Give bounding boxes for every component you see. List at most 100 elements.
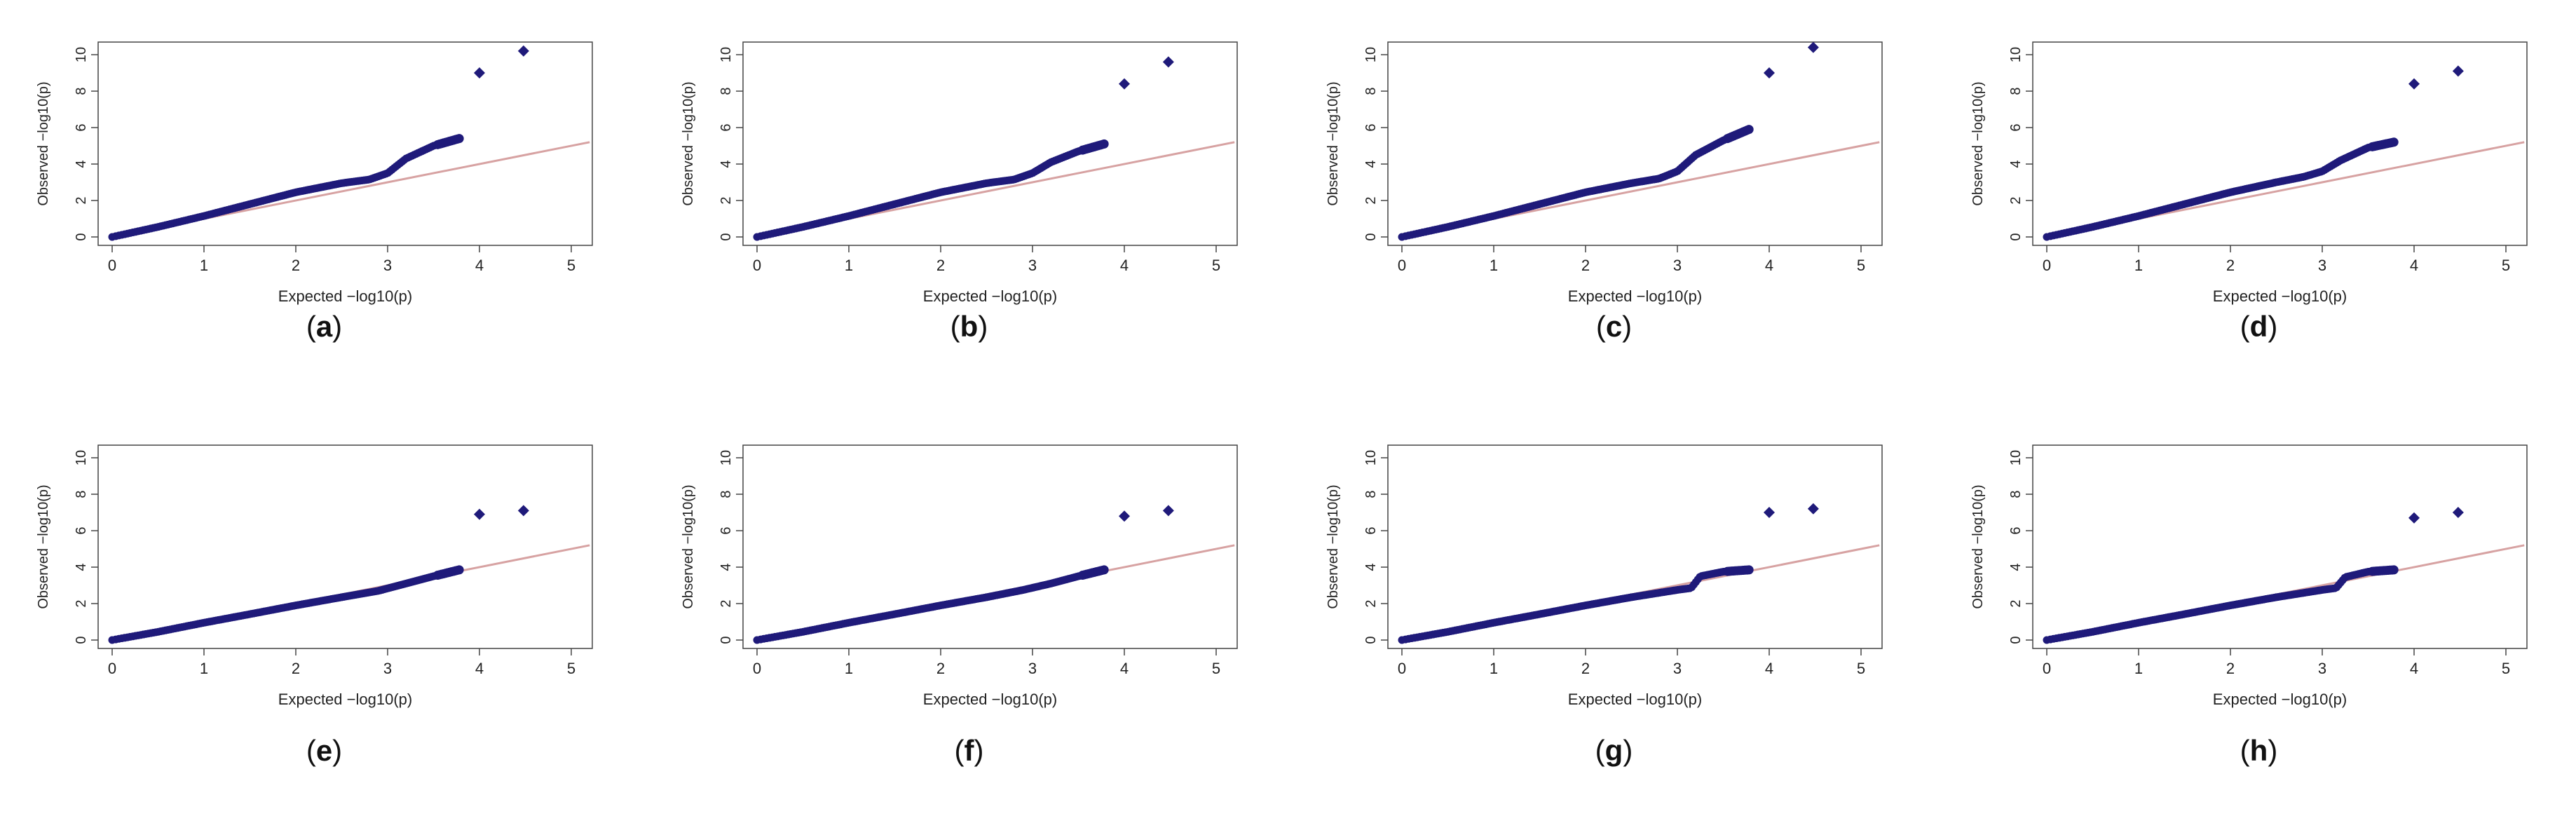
y-tick-label: 10 [718,450,734,465]
x-tick-label: 0 [108,257,116,274]
y-tick-label: 4 [1363,160,1379,168]
x-tick-label: 1 [2134,257,2143,274]
observed-point [1099,139,1109,149]
panel-label: (d) [2240,310,2278,343]
outlier-point [474,67,485,79]
x-tick-label: 0 [753,660,761,677]
x-tick-label: 3 [1673,660,1682,677]
y-axis-title: Observed −log10(p) [681,484,696,608]
y-tick-label: 4 [2008,160,2024,168]
y-tick-label: 2 [2008,599,2024,607]
qq-panel-c: 0 1 2 3 4 5 0 2 4 6 8 10 Expected −log10(p) Observed … [1326,41,1883,343]
y-tick-label: 2 [2008,196,2024,204]
y-tick-label: 2 [718,196,734,204]
y-tick-label: 4 [718,563,734,571]
outlier-point [1162,56,1174,68]
y-tick-label: 8 [1363,490,1379,498]
y-tick-label: 10 [2008,47,2024,62]
x-tick-label: 5 [567,257,575,274]
observed-points [1398,41,1819,241]
y-axis-title: Observed −log10(p) [1970,484,1986,608]
x-tick-label: 2 [936,257,945,274]
x-axis-title: Expected −log10(p) [923,287,1057,305]
x-tick-label: 3 [2318,257,2326,274]
outlier-point [2408,512,2420,524]
qq-panel-e: 0 1 2 3 4 5 0 2 4 6 8 10 Expected −log10(p) Observed … [36,444,593,767]
y-tick-label: 10 [1363,47,1379,62]
outlier-point [517,505,529,517]
outlier-point [2452,65,2464,77]
y-tick-label: 8 [2008,490,2024,498]
x-tick-label: 1 [1490,257,1498,274]
y-tick-label: 0 [2008,636,2024,644]
x-tick-label: 0 [753,257,761,274]
y-axis-title: Observed −log10(p) [1970,81,1986,205]
outlier-point [2408,78,2420,90]
x-tick-label: 5 [1212,257,1220,274]
y-axis-title: Observed −log10(p) [36,81,51,205]
y-axis-title: Observed −log10(p) [681,81,696,205]
y-tick-label: 4 [2008,563,2024,571]
observed-point [454,134,464,144]
y-tick-label: 6 [2008,123,2024,131]
y-tick-label: 8 [718,87,734,95]
observed-point [454,565,464,575]
observed-point [2389,137,2399,147]
outlier-point [1162,505,1174,517]
outlier-point [1764,507,1775,518]
observed-point [1744,125,1754,135]
observed-point [2389,565,2399,575]
x-tick-label: 0 [1398,660,1406,677]
x-tick-label: 4 [1765,660,1773,677]
x-tick-label: 0 [2043,660,2051,677]
y-tick-label: 6 [2008,526,2024,534]
x-axis-title: Expected −log10(p) [278,287,412,305]
outlier-point [1807,503,1819,515]
plot-frame [1387,444,1883,649]
x-tick-label: 4 [1120,660,1129,677]
panel-label: (e) [306,734,342,767]
y-tick-label: 0 [74,636,89,644]
y-tick-label: 8 [74,87,89,95]
x-tick-label: 2 [936,660,945,677]
x-tick-label: 4 [2410,257,2418,274]
x-tick-label: 3 [1028,660,1037,677]
y-tick-label: 2 [1363,599,1379,607]
x-tick-label: 3 [383,257,392,274]
x-tick-label: 3 [2318,660,2326,677]
x-axis-title: Expected −log10(p) [1568,287,1702,305]
plot-frame [742,444,1238,649]
x-tick-label: 0 [108,660,116,677]
plot-frame [97,41,593,246]
observed-point [1099,565,1109,575]
y-tick-label: 8 [1363,87,1379,95]
outlier-point [474,508,485,520]
observed-points [753,56,1174,241]
y-axis-title: Observed −log10(p) [36,484,51,608]
x-tick-label: 5 [2502,660,2510,677]
x-tick-label: 5 [1857,660,1865,677]
y-tick-label: 2 [1363,196,1379,204]
x-tick-label: 3 [383,660,392,677]
y-tick-label: 8 [74,490,89,498]
x-tick-label: 4 [2410,660,2418,677]
x-axis-title: Expected −log10(p) [278,691,412,708]
y-tick-label: 8 [2008,87,2024,95]
y-tick-label: 4 [1363,563,1379,571]
outlier-point [1119,510,1130,522]
outlier-point [1807,41,1819,53]
x-tick-label: 4 [1765,257,1773,274]
x-tick-label: 4 [475,660,484,677]
x-tick-label: 4 [1120,257,1129,274]
panel-label: (h) [2240,734,2278,767]
x-tick-label: 1 [2134,660,2143,677]
observed-points [753,505,1174,644]
plot-frame [742,41,1238,246]
outlier-point [1119,78,1130,90]
y-tick-label: 6 [74,526,89,534]
y-tick-label: 2 [718,599,734,607]
x-tick-label: 2 [2226,660,2235,677]
x-tick-label: 1 [1490,660,1498,677]
y-tick-label: 4 [74,563,89,571]
